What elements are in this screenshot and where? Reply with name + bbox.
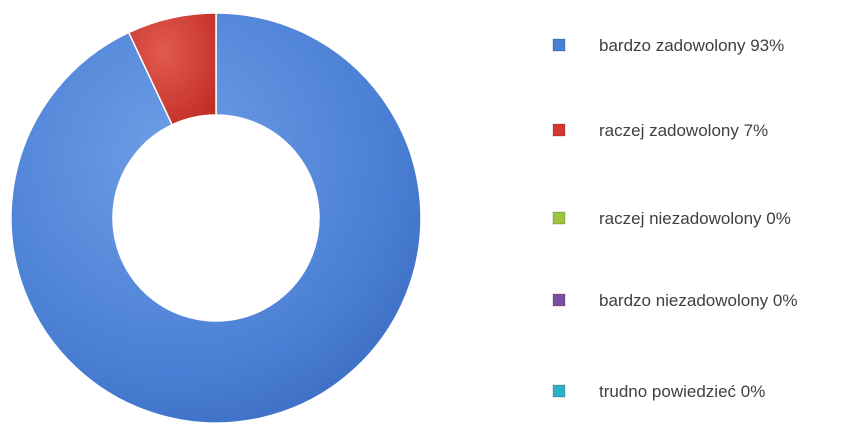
legend-label-1: raczej zadowolony 7% xyxy=(599,121,768,140)
legend-label-4: trudno powiedzieć 0% xyxy=(599,382,765,401)
legend-marker-1 xyxy=(552,123,566,137)
slices-group xyxy=(10,12,422,424)
legend-marker-4 xyxy=(552,384,566,398)
legend-label-0: bardzo zadowolony 93% xyxy=(599,36,784,55)
slice-raczej-zadowolony xyxy=(127,12,217,126)
legend-marker-0 xyxy=(552,38,566,52)
legend-label-2: raczej niezadowolony 0% xyxy=(599,209,791,228)
slice-bardzo-zadowolony xyxy=(10,12,422,424)
legend: bardzo zadowolony 93% raczej zadowolony 7… xyxy=(552,36,797,401)
legend-marker-3 xyxy=(552,293,566,307)
legend-marker-2 xyxy=(552,211,566,225)
legend-label-3: bardzo niezadowolony 0% xyxy=(599,291,797,310)
